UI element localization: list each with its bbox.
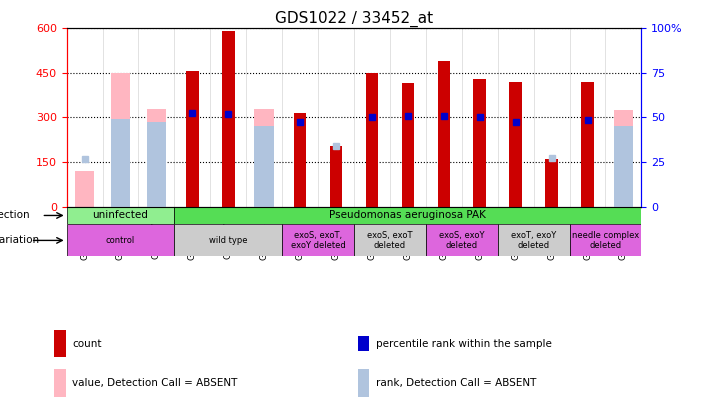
Bar — [473, 79, 486, 207]
Text: exoS, exoY
deleted: exoS, exoY deleted — [439, 231, 484, 250]
Bar — [358, 369, 369, 396]
Bar — [55, 369, 66, 396]
Text: needle complex
deleted: needle complex deleted — [572, 231, 639, 250]
Bar — [510, 82, 522, 207]
Text: count: count — [72, 339, 102, 349]
Bar — [402, 83, 414, 207]
Bar — [283, 224, 354, 256]
Bar — [294, 113, 306, 207]
Bar — [354, 224, 426, 256]
Title: GDS1022 / 33452_at: GDS1022 / 33452_at — [275, 11, 433, 27]
Bar — [613, 110, 633, 207]
Bar — [569, 224, 641, 256]
Text: exoS, exoT,
exoY deleted: exoS, exoT, exoY deleted — [291, 231, 346, 250]
Text: genotype/variation: genotype/variation — [0, 235, 40, 245]
Text: wild type: wild type — [209, 236, 247, 245]
Bar — [222, 31, 235, 207]
Text: infection: infection — [0, 211, 29, 220]
Text: exoS, exoT
deleted: exoS, exoT deleted — [367, 231, 413, 250]
Text: Pseudomonas aeruginosa PAK: Pseudomonas aeruginosa PAK — [329, 211, 486, 220]
Text: uninfected: uninfected — [93, 211, 149, 220]
Bar — [498, 224, 569, 256]
Bar — [75, 171, 95, 207]
Bar — [186, 71, 198, 207]
Bar — [613, 126, 633, 207]
Bar — [426, 224, 498, 256]
Bar — [254, 126, 274, 207]
Bar — [254, 109, 274, 207]
Bar — [329, 146, 342, 207]
Bar — [545, 159, 558, 207]
Bar — [111, 119, 130, 207]
Bar — [366, 73, 379, 207]
Bar — [55, 330, 66, 357]
Text: percentile rank within the sample: percentile rank within the sample — [376, 339, 552, 349]
Text: exoT, exoY
deleted: exoT, exoY deleted — [511, 231, 557, 250]
Text: value, Detection Call = ABSENT: value, Detection Call = ABSENT — [72, 378, 238, 388]
Bar — [581, 82, 594, 207]
Text: control: control — [106, 236, 135, 245]
Bar — [175, 207, 641, 224]
Bar — [437, 61, 450, 207]
Text: rank, Detection Call = ABSENT: rank, Detection Call = ABSENT — [376, 378, 536, 388]
Bar — [358, 336, 369, 351]
Bar — [147, 109, 166, 207]
Bar — [147, 122, 166, 207]
Bar — [175, 224, 283, 256]
Bar — [67, 207, 175, 224]
Bar — [67, 224, 175, 256]
Bar — [111, 73, 130, 207]
